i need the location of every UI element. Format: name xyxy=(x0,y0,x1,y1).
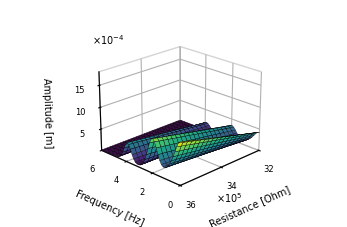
X-axis label: Resistance [Ohm]: Resistance [Ohm] xyxy=(208,184,291,227)
Y-axis label: Frequency [Hz]: Frequency [Hz] xyxy=(74,188,145,227)
Text: $\times 10^{-4}$: $\times 10^{-4}$ xyxy=(92,33,124,47)
Text: $\times 10^{5}$: $\times 10^{5}$ xyxy=(217,190,243,204)
